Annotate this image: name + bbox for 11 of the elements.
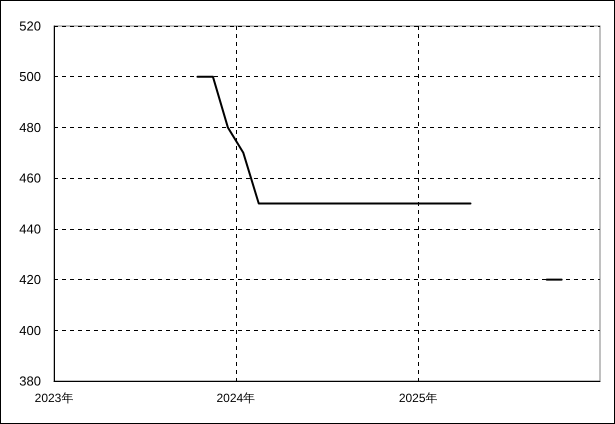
y-tick-label: 440 [19, 221, 41, 236]
y-tick-label: 380 [19, 374, 41, 388]
y-tick-label: 480 [19, 120, 41, 135]
y-tick-label: 400 [19, 322, 41, 338]
y-tick-label: 420 [19, 272, 41, 288]
y-tick-label: 500 [19, 69, 41, 84]
x-tick-label: 2023年 [34, 391, 74, 405]
y-tick-label: 460 [19, 170, 41, 186]
x-tick-label: 2024年 [216, 391, 256, 405]
y-tick-label: 520 [19, 18, 41, 34]
x-tick-label: 2025年 [398, 391, 438, 405]
